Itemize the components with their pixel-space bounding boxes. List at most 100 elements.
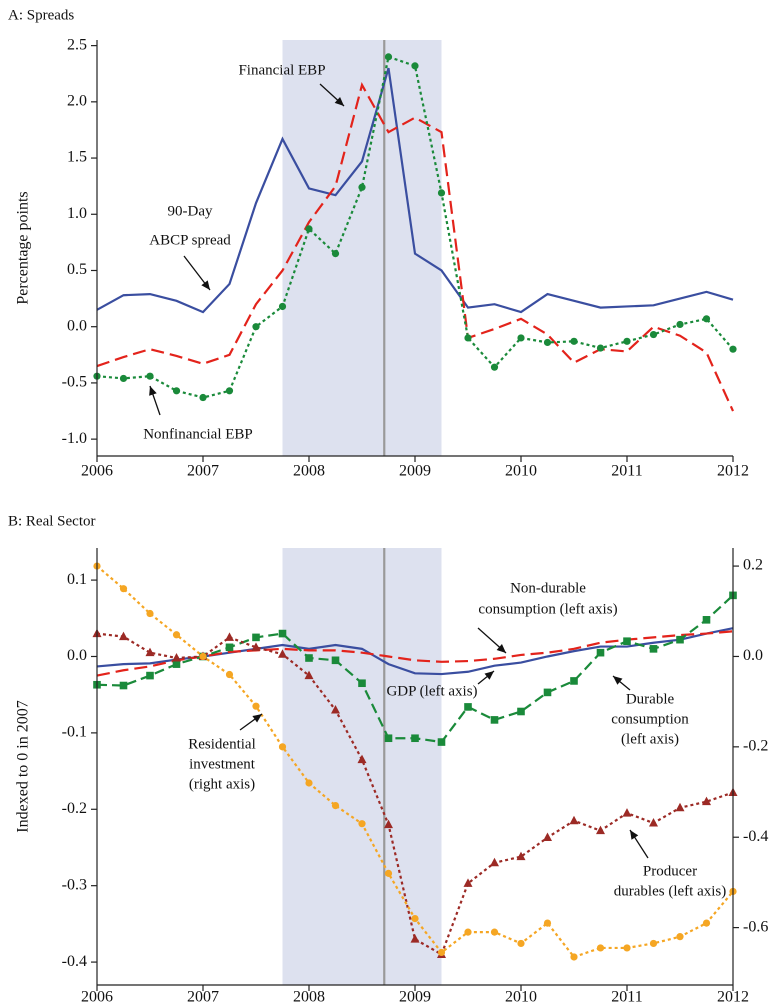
annotation: GDP (left axis) (386, 683, 477, 699)
point (146, 671, 154, 680)
point (358, 820, 366, 828)
annotation: 90-Day (168, 203, 213, 219)
y-tick-label: -0.1 (62, 724, 87, 741)
x-tick-label: 2009 (399, 463, 431, 480)
point (119, 681, 128, 690)
point (649, 330, 658, 339)
annotation: Residential (188, 736, 256, 752)
point (358, 183, 366, 191)
point (410, 934, 420, 943)
point (225, 643, 234, 652)
y-tick-label: 2.0 (67, 93, 87, 110)
annotation-arrowhead (149, 386, 157, 396)
y-tick-label: 1.0 (67, 205, 87, 222)
y-tick-label: -0.5 (62, 374, 87, 391)
point (437, 189, 446, 197)
point (357, 754, 367, 764)
point (702, 796, 711, 806)
annotation-arrowhead (496, 644, 506, 653)
point (490, 857, 499, 867)
point (516, 851, 526, 861)
y-tick-label: 0.0 (67, 317, 87, 334)
x-tick-label: 2011 (611, 463, 642, 480)
point (199, 393, 207, 402)
y-tick-label: 0.5 (67, 261, 87, 278)
point (384, 53, 393, 61)
y-tick-label: 0.2 (743, 557, 763, 574)
point (305, 225, 313, 233)
point (543, 832, 552, 842)
point (517, 334, 525, 342)
point (649, 645, 658, 653)
x-tick-label: 2007 (187, 989, 219, 1006)
y-axis-label: Percentage points (15, 191, 32, 304)
point (596, 944, 605, 952)
point (464, 334, 472, 342)
point (596, 344, 605, 352)
x-tick-label: 2006 (81, 989, 113, 1006)
point (570, 953, 578, 961)
x-tick-label: 2008 (293, 989, 325, 1006)
point (596, 648, 605, 657)
panel-title: B: Real Sector (8, 513, 95, 529)
y-tick-label: 2.5 (67, 36, 87, 53)
point (331, 801, 340, 810)
point (702, 919, 711, 927)
point (437, 738, 446, 746)
point (384, 819, 393, 829)
point (119, 585, 128, 593)
x-tick-label: 2008 (293, 463, 325, 480)
annotation-arrowhead (484, 671, 494, 680)
annotation: Producer (643, 863, 697, 879)
point (490, 363, 499, 371)
annotation-arrowhead (334, 96, 344, 106)
point (569, 815, 579, 825)
point (278, 649, 287, 658)
x-tick-label: 2011 (611, 989, 642, 1006)
point (543, 688, 552, 697)
y-tick-label: 0.1 (67, 571, 87, 588)
series-line (96, 67, 734, 314)
point (649, 939, 658, 948)
point (358, 679, 366, 688)
point (622, 808, 632, 817)
annotation: Non-durable (510, 580, 586, 596)
point (676, 933, 684, 941)
point (623, 944, 631, 952)
x-tick-label: 2009 (399, 989, 431, 1006)
point (172, 631, 181, 639)
point (278, 629, 287, 638)
point (172, 660, 181, 668)
point (304, 670, 314, 680)
point (252, 323, 260, 331)
point (490, 928, 499, 936)
annotation: durables (left axis) (614, 883, 726, 899)
recession-shade (282, 40, 442, 456)
point (225, 387, 234, 395)
point (517, 939, 525, 948)
point (463, 878, 473, 887)
point (252, 633, 260, 642)
x-tick-label: 2010 (505, 989, 537, 1006)
point (570, 337, 578, 345)
point (464, 703, 472, 711)
point (172, 653, 181, 662)
point (702, 315, 711, 323)
point (623, 637, 631, 646)
annotation: Durable (626, 691, 675, 707)
point (570, 677, 578, 685)
y-axis-label: Indexed to 0 in 2007 (15, 700, 32, 832)
y-tick-label: -0.4 (62, 953, 87, 970)
annotation: (right axis) (189, 776, 255, 792)
point (676, 320, 684, 329)
point (490, 716, 499, 724)
point (411, 62, 419, 70)
point (225, 632, 234, 641)
point (225, 670, 234, 679)
x-tick-label: 2010 (505, 463, 537, 480)
x-tick-label: 2006 (81, 463, 113, 480)
point (543, 919, 552, 927)
point (278, 302, 287, 311)
